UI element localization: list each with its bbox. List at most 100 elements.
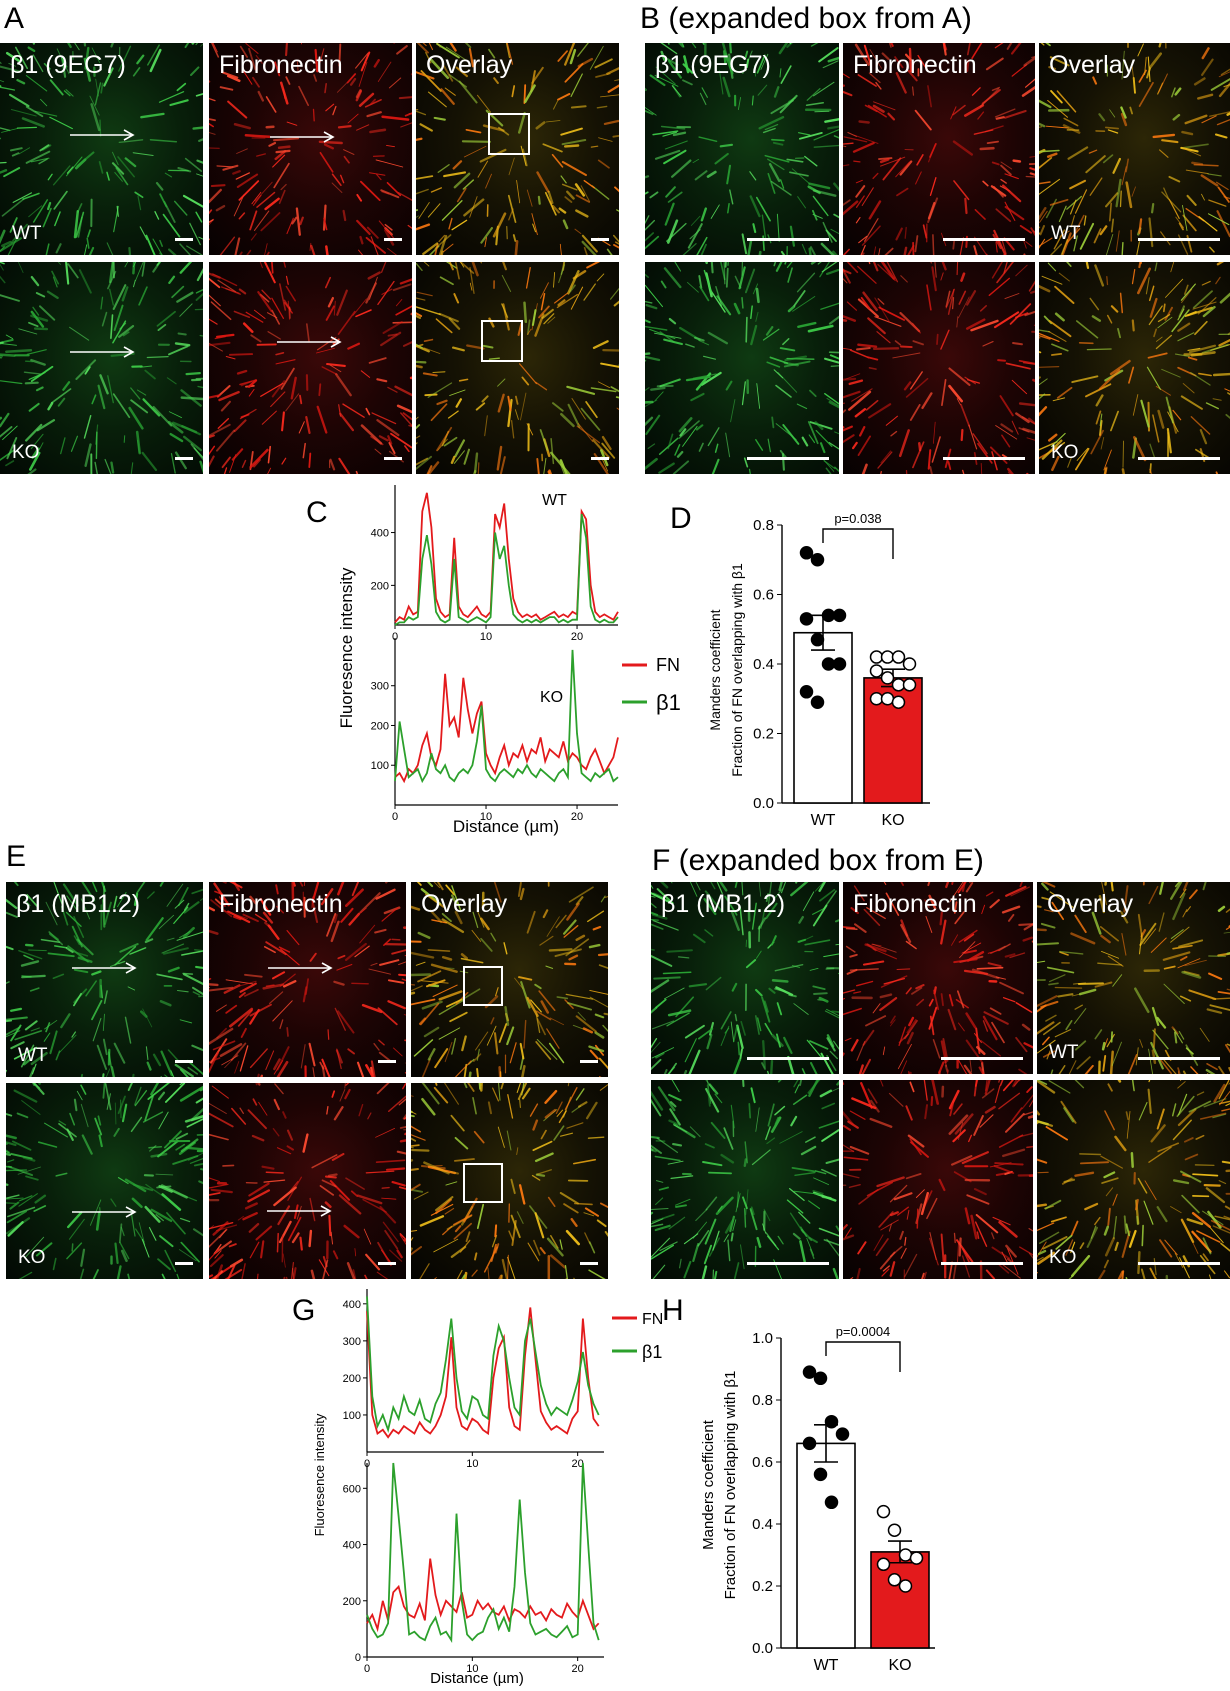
arrow-icon (277, 336, 342, 348)
data-point (902, 657, 917, 671)
series-lines (394, 649, 619, 784)
tick-labels: 10020030040001020 (343, 1299, 584, 1470)
micrograph-b-beta1-wt: β1 (9EG7) (645, 43, 839, 255)
micrograph-e-overlay-ko (411, 1083, 608, 1279)
data-point (891, 695, 906, 709)
arrow-icon (267, 1205, 332, 1217)
fiber-texture (843, 262, 1035, 474)
genotype-label: WT (12, 223, 42, 244)
data-point (821, 657, 836, 671)
scale-bar (1138, 1057, 1220, 1060)
micrograph-e-overlay-wt: Overlay (411, 882, 608, 1077)
fiber-texture (1037, 882, 1230, 1074)
scale-bar (175, 1262, 193, 1265)
y-tick-label: 0.4 (752, 1516, 773, 1533)
fiber-texture (416, 43, 619, 255)
chart-d-bar-chart: Manders coefficient Fraction of FN overl… (707, 511, 930, 829)
y-tick-label: 0.8 (752, 1392, 773, 1409)
micrograph-e-fibronectin-ko (209, 1083, 406, 1279)
y-axis-label: Fluoresence intensity (312, 1413, 327, 1536)
micrograph-b-overlay-ko: KO (1039, 262, 1230, 474)
x-tick-label: 10 (466, 1458, 478, 1470)
series-line-beta1 (366, 1462, 600, 1644)
x-tick-label: 10 (480, 631, 492, 643)
arrow-icon (270, 131, 335, 143)
chart-c-top-plot: WT 200 400 0 10 20 (371, 485, 619, 643)
series-line-beta1 (366, 1296, 600, 1433)
panel-label-g: G (292, 1294, 316, 1327)
genotype-label: WT (1049, 1042, 1079, 1063)
y-tick-label: 300 (371, 681, 389, 693)
fiber-texture (651, 1080, 839, 1279)
panel-label-b: B (expanded box from A) (640, 2, 972, 35)
y-tick-label: 0.8 (753, 517, 774, 534)
data-point (799, 685, 814, 699)
chart-c-bottom-plot: KO 100 200 300 0 10 20 (371, 638, 619, 823)
micrograph-title: Fibronectin (219, 51, 343, 79)
scale-bar (378, 1060, 396, 1063)
fiber-texture (843, 882, 1033, 1074)
scale-bar (175, 1060, 193, 1063)
scale-bar (747, 238, 829, 241)
scale-bar (175, 238, 193, 241)
scale-bar (580, 1060, 598, 1063)
panel-label-c: C (306, 496, 328, 529)
y-tick-label: 400 (371, 528, 389, 540)
zoom-box (488, 113, 530, 155)
y-tick-label: 0.4 (753, 656, 774, 673)
scale-bar (378, 1262, 396, 1265)
fiber-texture (209, 1083, 406, 1279)
data-point (810, 695, 825, 709)
series-line-fn (394, 492, 619, 623)
micrograph-title: Overlay (1049, 51, 1136, 79)
data-point (880, 692, 895, 706)
scale-bar (747, 457, 829, 460)
micrograph-f-overlay-wt: Overlay WT (1037, 882, 1230, 1074)
panel-label-f: F (expanded box from E) (652, 844, 984, 877)
x-tick-label: 10 (480, 811, 492, 823)
y-axis-label-line2: Fraction of FN overlapping with β1 (729, 563, 745, 777)
genotype-label: KO (18, 1247, 46, 1268)
micrograph-f-fibronectin-ko (843, 1080, 1033, 1279)
fiber-texture (1039, 262, 1230, 474)
y-tick-label: 0.2 (752, 1578, 773, 1595)
genotype-label: WT (1051, 223, 1081, 244)
y-tick-label: 100 (343, 1410, 361, 1422)
micrograph-a-fibronectin-ko (209, 262, 412, 474)
x-tick-label: 20 (571, 811, 583, 823)
y-tick-label: 200 (343, 1596, 361, 1608)
chart-c-line-profiles: WT 200 400 0 10 20 KO 100 200 300 0 10 20 Fluores… (337, 485, 619, 836)
data-point (891, 678, 906, 692)
genotype-label: KO (12, 442, 40, 463)
data-point (832, 657, 847, 671)
panel-label-d: D (670, 502, 692, 535)
data-point (880, 671, 895, 685)
arrow-icon (268, 962, 333, 974)
y-tick-label: 0.6 (752, 1454, 773, 1471)
data-point (891, 650, 906, 664)
y-tick-label: 0.0 (752, 1640, 773, 1657)
y-tick-label: 200 (371, 720, 389, 732)
fiber-texture (6, 1083, 203, 1279)
data-point (802, 1365, 817, 1379)
tick-labels: 0 200 400 600 0 10 20 (343, 1483, 584, 1675)
y-tick-label: 1.0 (752, 1330, 773, 1347)
p-value: p=0.038 (834, 511, 881, 526)
micrograph-f-beta1-wt: β1 (MB1.2) (651, 882, 839, 1074)
data-point (869, 650, 884, 664)
micrograph-title: Overlay (421, 890, 508, 918)
category-label: KO (888, 1657, 911, 1674)
fiber-texture (645, 262, 839, 474)
data-point (799, 612, 814, 626)
series-lines (366, 1296, 600, 1439)
fiber-texture (0, 262, 203, 474)
data-point (813, 1467, 828, 1482)
micrograph-e-beta1-ko: KO (6, 1083, 203, 1279)
data-point (887, 1523, 902, 1537)
bar-wt (793, 631, 853, 804)
data-point (802, 1436, 817, 1451)
micrograph-title: Overlay (1047, 890, 1134, 918)
micrograph-title: β1 (MB1.2) (16, 890, 141, 918)
category-label: WT (811, 812, 836, 829)
data-point (898, 1579, 913, 1593)
